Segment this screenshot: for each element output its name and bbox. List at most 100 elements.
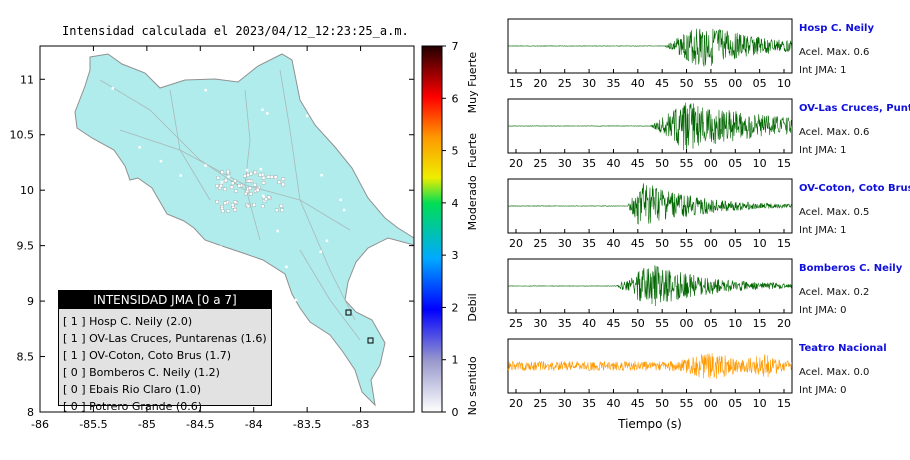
trace-tick-label: 50: [631, 317, 645, 330]
city-dot: [204, 88, 207, 92]
city-dot: [159, 159, 163, 163]
trace-max-accel: Acel. Max. 0.5: [799, 207, 870, 218]
city-dot: [339, 198, 342, 202]
city-dot: [252, 203, 256, 207]
legend-title: INTENSIDAD JMA [0 a 7]: [59, 291, 271, 309]
trace-max-accel: Acel. Max. 0.0: [799, 367, 870, 378]
colorbar-class-label: Fuerte: [466, 133, 479, 168]
city-dot: [99, 167, 102, 170]
trace-jma-intensity: Int JMA: 0: [799, 305, 847, 316]
trace-tick-label: 55: [680, 157, 694, 170]
trace-tick-label: 45: [631, 157, 645, 170]
trace-tick-label: 55: [680, 237, 694, 250]
city-dot: [247, 179, 252, 183]
city-dot: [220, 181, 224, 184]
trace-tick-label: 40: [606, 237, 620, 250]
city-dot: [171, 75, 175, 78]
city-dot: [258, 173, 262, 177]
trace-tick-label: 10: [753, 237, 767, 250]
city-dot: [261, 108, 264, 112]
city-dot: [220, 170, 224, 174]
colorbar-tick-label: 0: [452, 406, 459, 419]
trace-tick-label: 05: [753, 77, 767, 90]
map-x-tick-label: -85.5: [79, 418, 107, 431]
city-dot: [229, 185, 234, 189]
city-dot: [255, 277, 258, 280]
trace-tick-label: 30: [558, 237, 572, 250]
city-dot: [246, 204, 251, 209]
trace-tick-label: 20: [533, 77, 547, 90]
station-marker: [367, 337, 374, 344]
city-dot: [223, 187, 227, 191]
city-dot: [305, 114, 309, 118]
trace-tick-label: 40: [582, 317, 596, 330]
trace-tick-label: 00: [704, 237, 718, 250]
map-y-tick-label: 9.5: [17, 240, 35, 253]
city-dot: [204, 164, 207, 167]
trace-tick-label: 50: [655, 157, 669, 170]
map-y-tick-label: 11: [20, 73, 34, 86]
trace-jma-intensity: Int JMA: 1: [799, 225, 847, 236]
colorbar-tick-label: 2: [452, 301, 459, 314]
city-dot: [280, 208, 284, 212]
city-dot: [276, 229, 279, 233]
intensity-legend: INTENSIDAD JMA [0 a 7] [ 1 ] Hosp C. Nei…: [58, 290, 272, 413]
city-dot: [245, 168, 249, 172]
city-dot: [142, 201, 145, 205]
trace-tick-label: 25: [533, 157, 547, 170]
city-dot: [259, 167, 263, 171]
city-dot: [138, 146, 141, 149]
city-dot: [325, 239, 329, 242]
trace-tick-label: 05: [728, 397, 742, 410]
trace-tick-label: 20: [777, 317, 791, 330]
city-dot: [221, 209, 225, 213]
trace-frame: [507, 338, 793, 394]
trace-tick-label: 10: [753, 397, 767, 410]
city-dot: [226, 169, 230, 174]
trace-jma-intensity: Int JMA: 1: [799, 65, 847, 76]
city-dot: [261, 204, 265, 208]
colorbar-tick-label: 3: [452, 249, 459, 262]
trace-tick-label: 40: [606, 397, 620, 410]
trace-tick-label: 50: [680, 77, 694, 90]
city-dot: [150, 254, 154, 258]
city-dot: [234, 189, 238, 193]
trace-tick-label: 10: [777, 77, 791, 90]
city-dot: [319, 250, 322, 253]
trace-tick-label: 35: [606, 77, 620, 90]
trace-tick-label: 05: [728, 157, 742, 170]
trace-station-name: Hosp C. Neily: [799, 23, 874, 34]
legend-item: [ 1 ] Hosp C. Neily (2.0): [63, 315, 193, 328]
legend-item: [ 0 ] Potrero Grande (0.6): [63, 400, 202, 413]
map-x-tick-label: -83: [352, 418, 370, 431]
trace-tick-label: 20: [509, 237, 523, 250]
trace-tick-label: 00: [728, 77, 742, 90]
city-dot: [262, 194, 265, 198]
trace-tick-label: 15: [777, 157, 791, 170]
trace-tick-label: 40: [631, 77, 645, 90]
city-dot: [230, 203, 235, 207]
trace-tick-label: 35: [582, 397, 596, 410]
legend-item: [ 0 ] Ebais Rio Claro (1.0): [63, 383, 202, 396]
map-x-tick-label: -85: [138, 418, 156, 431]
station-marker: [345, 309, 352, 316]
city-dot: [266, 175, 271, 179]
city-dot: [249, 192, 253, 196]
trace-tick-label: 15: [753, 317, 767, 330]
trace-tick-label: 45: [631, 237, 645, 250]
city-dot: [320, 173, 323, 177]
city-dot: [226, 209, 231, 213]
city-dot: [273, 175, 278, 179]
colorbar-tick-label: 4: [452, 197, 459, 210]
trace-tick-label: 55: [655, 317, 669, 330]
city-dot: [233, 200, 238, 204]
city-dot: [281, 182, 286, 187]
trace-tick-label: 45: [655, 77, 669, 90]
legend-item: [ 1 ] OV-Las Cruces, Puntarenas (1.6): [63, 332, 267, 345]
trace-tick-label: 35: [582, 237, 596, 250]
trace-jma-intensity: Int JMA: 0: [799, 385, 847, 396]
map-title: Intensidad calculada el 2023/04/12_12:23…: [62, 24, 409, 38]
city-dot: [207, 254, 210, 258]
city-dot: [219, 245, 222, 249]
